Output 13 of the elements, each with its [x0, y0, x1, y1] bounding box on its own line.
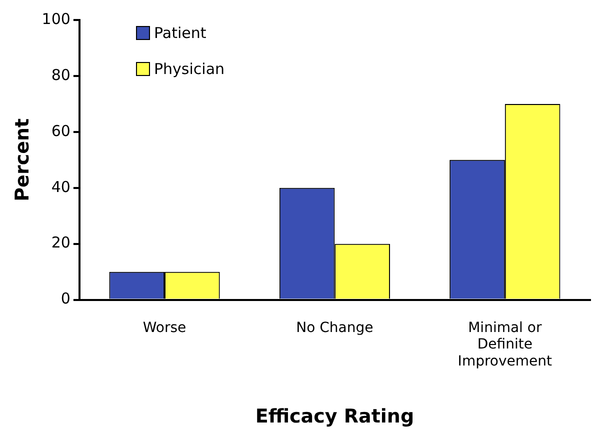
y-tick-label: 0	[60, 290, 70, 308]
x-tick-label: Minimal or Definite Improvement	[458, 320, 552, 370]
x-tick-label: Worse	[142, 320, 186, 336]
y-tick-label: 100	[42, 10, 70, 28]
y-axis-title: Percent	[11, 118, 34, 202]
legend-label: Patient	[154, 24, 206, 42]
y-tick-label: 80	[51, 66, 70, 84]
y-tick-label: 20	[51, 234, 70, 252]
y-tick-label: 60	[51, 122, 70, 140]
y-tick-label: 40	[51, 178, 70, 196]
x-tick-label: No Change	[296, 320, 374, 336]
x-axis-title: Efficacy Rating	[255, 406, 414, 428]
legend-label: Physician	[154, 60, 225, 78]
